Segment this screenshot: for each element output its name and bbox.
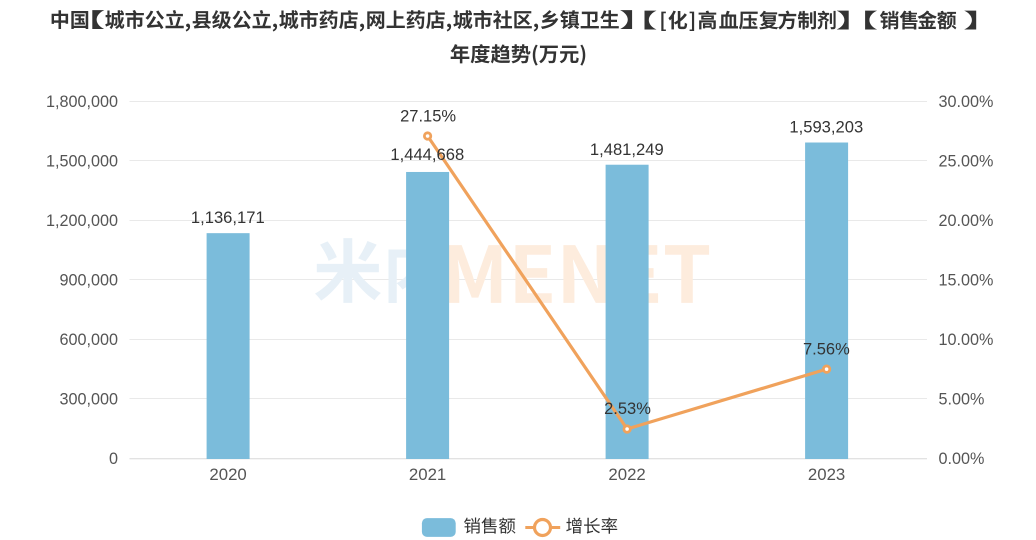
svg-text:30.00%: 30.00%	[939, 93, 994, 111]
svg-text:2022: 2022	[608, 465, 645, 484]
svg-text:0: 0	[109, 450, 118, 468]
svg-text:300,000: 300,000	[59, 391, 118, 409]
svg-text:5.00%: 5.00%	[939, 391, 985, 409]
svg-text:1,444,668: 1,444,668	[390, 145, 464, 164]
svg-text:15.00%: 15.00%	[939, 272, 994, 290]
svg-text:900,000: 900,000	[59, 272, 118, 290]
svg-text:1,500,000: 1,500,000	[46, 153, 118, 171]
svg-text:1,200,000: 1,200,000	[46, 212, 118, 230]
svg-text:1,800,000: 1,800,000	[46, 93, 118, 111]
svg-text:2021: 2021	[409, 465, 446, 484]
svg-text:10.00%: 10.00%	[939, 331, 994, 349]
svg-text:1,593,203: 1,593,203	[789, 117, 863, 136]
svg-text:7.56%: 7.56%	[803, 341, 850, 359]
svg-text:2023: 2023	[808, 465, 845, 484]
svg-text:2.53%: 2.53%	[604, 400, 651, 418]
svg-text:20.00%: 20.00%	[939, 212, 994, 230]
svg-text:25.00%: 25.00%	[939, 153, 994, 171]
svg-text:2020: 2020	[209, 465, 246, 484]
svg-text:600,000: 600,000	[59, 331, 118, 349]
svg-text:1,136,171: 1,136,171	[191, 208, 265, 227]
svg-text:1,481,249: 1,481,249	[590, 140, 664, 159]
svg-text:0.00%: 0.00%	[939, 450, 985, 468]
svg-text:27.15%: 27.15%	[400, 107, 456, 125]
